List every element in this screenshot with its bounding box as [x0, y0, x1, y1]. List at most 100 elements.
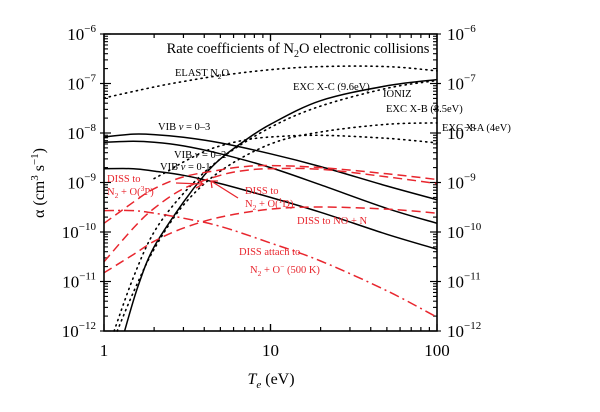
y-tick-base: 10	[67, 124, 84, 143]
plot-frame	[103, 33, 438, 332]
y-tick-exponent: −10	[79, 221, 97, 233]
annotation-vib03: VIB ν = 0–3	[158, 122, 210, 133]
y-tick-exponent: −8	[84, 122, 96, 134]
y-tick-label-left: 10−9	[67, 172, 96, 193]
y-tick-label-left: 10−8	[67, 122, 96, 143]
y-tick-base: 10	[67, 25, 84, 44]
y-tick-label-right: 10−10	[447, 221, 482, 242]
y-tick-exponent: −7	[464, 73, 476, 85]
series-exc-x-a-4ev	[153, 134, 438, 180]
annotation-text-part: DISS attach to	[239, 247, 300, 258]
annotation-excxa: EXC X-A (4eV)	[442, 123, 511, 134]
curve-annotations: ELAST N2O EXC X-C (9.6eV) IONIZ EXC X-B (8.…	[107, 68, 511, 278]
title-post: O electronic collisions	[299, 41, 430, 57]
annotation-text-part: VIB	[158, 122, 179, 133]
y-tick-label-left: 10−11	[62, 271, 96, 292]
annotation-text-part: EXC X-C (9.6eV)	[293, 82, 370, 93]
series-elast-n2o	[103, 65, 438, 99]
y-axis-label-sup2: −1	[29, 153, 41, 165]
annotation-text-part: 2	[253, 203, 257, 212]
annotation-text-part: EXC X-A (4eV)	[442, 123, 511, 134]
x-axis-label-rest: (eV)	[261, 371, 294, 388]
annotation-text-part: DISS to	[107, 174, 141, 185]
annotation-text-part: ν	[195, 150, 200, 161]
annotation-ioniz: IONIZ	[383, 89, 412, 100]
chart-title: Rate coefficients of N2O electronic coll…	[167, 41, 430, 60]
y-axis-label-post: )	[31, 148, 48, 153]
annotation-diss1d-2: N2 + O(1D)	[245, 196, 294, 212]
annotation-text-part: EXC X-B (8.5eV)	[386, 104, 463, 115]
y-tick-exponent: −6	[464, 23, 476, 35]
y-tick-exponent: −7	[84, 73, 96, 85]
annotation-text-part: VIB	[160, 162, 181, 173]
annotation-text-part: ν	[181, 162, 186, 173]
series-exc-x-c-9-6ev	[113, 79, 438, 332]
y-tick-exponent: −12	[464, 320, 481, 332]
annotation-vib02: VIB ν = 0–2	[174, 150, 226, 161]
y-tick-base: 10	[447, 273, 464, 292]
annotation-text-part: P)	[144, 187, 154, 198]
y-axis-label: α (cm3 s−1)	[29, 148, 48, 218]
annotation-text-part: N	[250, 265, 258, 276]
annotation-text-part: ν	[179, 122, 184, 133]
series-ioniz	[123, 78, 438, 332]
annotation-text-part: + O(	[118, 187, 141, 198]
annotation-text-part: = 0-1	[185, 162, 210, 173]
title-pre: Rate coefficients of N	[167, 41, 295, 57]
annotation-text-part: IONIZ	[383, 89, 412, 100]
annotation-text-part: −	[280, 262, 284, 271]
y-tick-base: 10	[62, 223, 79, 242]
annotation-text-part: = 0–3	[183, 122, 210, 133]
y-tick-label-right: 10−7	[447, 73, 476, 94]
annotation-text-part: + O	[261, 265, 280, 276]
y-tick-label-right: 10−8	[447, 122, 476, 143]
series-diss-to-n2-o-1d	[103, 167, 438, 263]
annotation-text-part: O	[221, 68, 229, 79]
annotation-text-part: 2	[218, 72, 222, 81]
y-tick-label-right: 10−11	[447, 271, 481, 292]
annotation-text-part: N	[107, 187, 115, 198]
annotation-elast: ELAST N2O	[175, 68, 229, 81]
x-tick-label: 100	[424, 341, 450, 360]
y-axis-label-main: α (cm	[31, 180, 48, 218]
x-tick-labels: 1 10 100	[100, 341, 450, 360]
y-tick-exponent: −6	[84, 23, 96, 35]
y-tick-exponent: −10	[464, 221, 482, 233]
annotation-excxb: EXC X-B (8.5eV)	[386, 104, 463, 115]
y-tick-label-left: 10−7	[67, 73, 96, 94]
y-tick-label-right: 10−6	[447, 23, 476, 44]
y-tick-base: 10	[62, 322, 79, 341]
annotation-diss3p-1: DISS to	[107, 174, 141, 185]
annotation-text-part: 1	[279, 196, 283, 205]
y-tick-base: 10	[447, 322, 464, 341]
annotation-arrows	[175, 178, 239, 199]
arrow-diss-3p	[175, 178, 205, 189]
series-vib-v-0-3	[103, 133, 438, 201]
annotation-vib01: VIB ν = 0-1	[160, 162, 211, 173]
y-tick-base: 10	[447, 124, 464, 143]
arrow-diss-1d	[210, 180, 239, 199]
annotation-text-part: DISS to NO + N	[297, 216, 368, 227]
y-tick-base: 10	[447, 25, 464, 44]
series-diss-to-no-n	[103, 206, 438, 274]
annotation-text-part: (500 K)	[284, 265, 320, 276]
y-tick-base: 10	[67, 174, 84, 193]
x-axis-label-sub: e	[256, 379, 261, 391]
annotation-text-part: D)	[282, 199, 294, 210]
annotation-text-part: + O(	[256, 199, 279, 210]
annotation-excxc: EXC X-C (9.6eV)	[293, 82, 370, 93]
x-axis-label: Te (eV)	[247, 371, 294, 391]
curves	[103, 65, 438, 332]
series-diss-to-n2-o-3p	[103, 164, 438, 224]
annotation-diss3p-2: N2 + O(3P)	[107, 184, 154, 200]
title-sub: 2	[294, 49, 299, 60]
y-tick-label-right: 10−9	[447, 172, 476, 193]
x-tick-label: 10	[262, 341, 279, 360]
series-diss-attach-to-n2-o-500-k	[103, 209, 438, 318]
axis-ticks	[100, 33, 441, 332]
y-axis-label-sup1: 3	[29, 175, 41, 181]
annotation-dissatt-2: N2 + O− (500 K)	[250, 262, 320, 278]
